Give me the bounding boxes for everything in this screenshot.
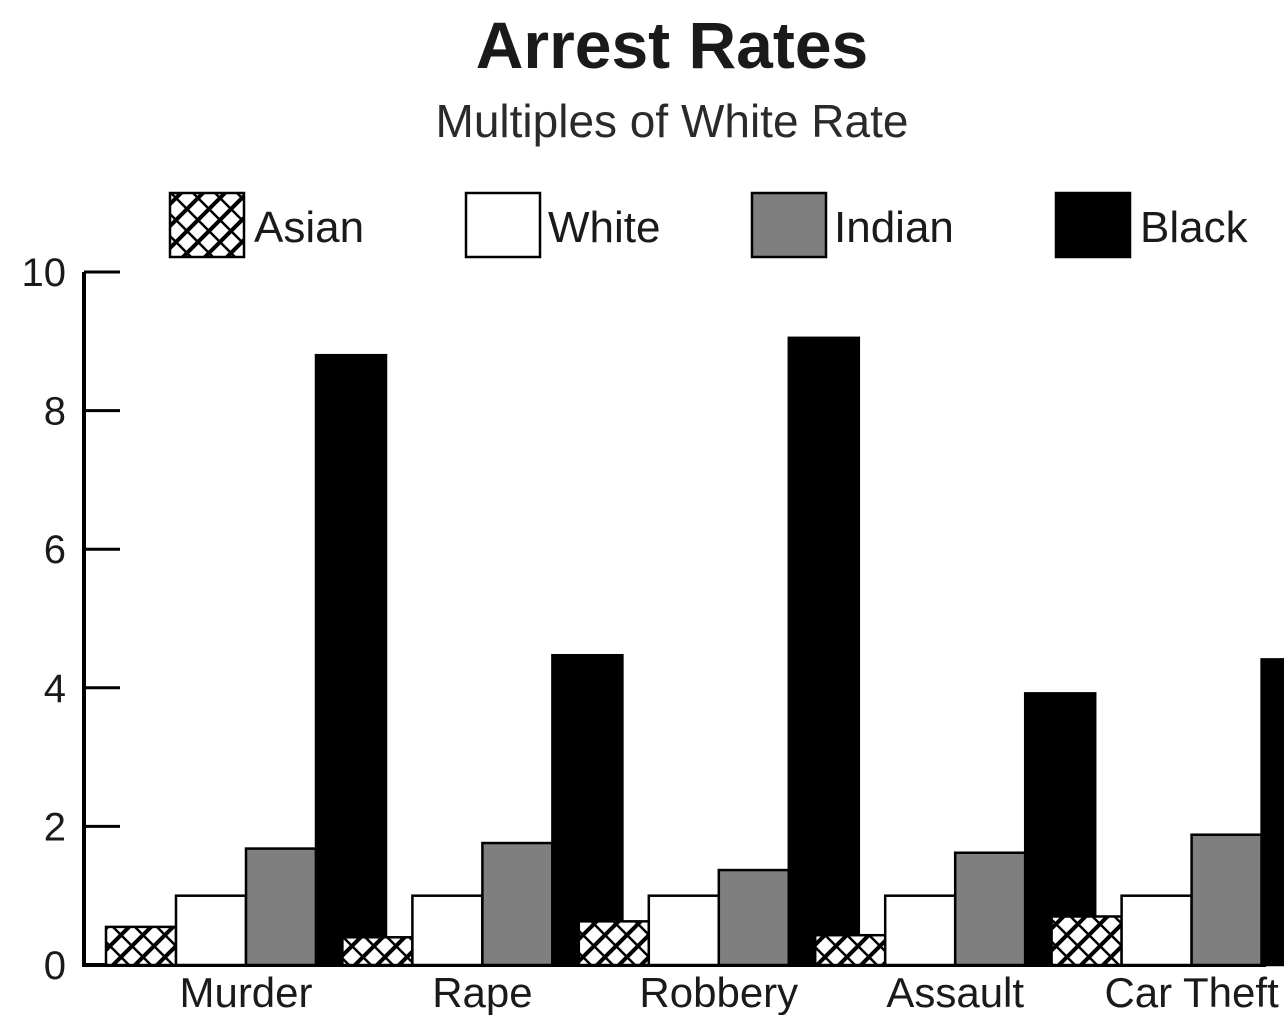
- bar-white-car-theft: [1120, 894, 1193, 967]
- legend-swatch-asian: [168, 191, 246, 259]
- x-tick-label: Assault: [886, 969, 1024, 1015]
- bar-white-robbery: [647, 894, 721, 967]
- bar-black-car-theft: [1260, 658, 1284, 967]
- bar-black-robbery: [787, 336, 861, 967]
- bar-asian-assault: [813, 933, 887, 967]
- bar-asian-murder: [104, 925, 178, 967]
- legend-label-asian: Asian: [254, 203, 364, 252]
- x-tick-label: Murder: [179, 969, 312, 1015]
- y-tick-label: 8: [44, 390, 66, 434]
- chart-title: Arrest Rates: [476, 8, 869, 82]
- legend-label-black: Black: [1140, 203, 1249, 252]
- category-labels: Murder Rape Robbery Assault Car Theft: [179, 969, 1279, 1015]
- chart-subtitle: Multiples of White Rate: [436, 95, 909, 147]
- legend-swatch-indian: [750, 191, 828, 259]
- bar-white-murder: [174, 894, 248, 967]
- legend-label-white: White: [548, 203, 660, 252]
- x-tick-label: Robbery: [639, 969, 798, 1015]
- y-tick-label: 4: [44, 667, 66, 711]
- bar-indian-rape: [481, 841, 554, 967]
- legend-swatch-white: [464, 191, 542, 259]
- bar-white-rape: [411, 894, 484, 967]
- bar-asian-robbery: [577, 920, 651, 967]
- y-tick-label: 6: [44, 528, 66, 572]
- bar-white-assault: [883, 894, 957, 967]
- bar-asian-rape: [341, 936, 414, 967]
- legend-swatch-black: [1054, 191, 1132, 259]
- bar-black-rape: [551, 653, 624, 967]
- y-tick-label: 10: [22, 251, 67, 295]
- x-tick-label: Car Theft: [1104, 969, 1279, 1015]
- y-tick-label: 0: [44, 944, 66, 988]
- legend: Asian White Indian Black: [168, 191, 1249, 259]
- y-tick-label: 2: [44, 805, 66, 849]
- legend-label-indian: Indian: [834, 203, 954, 252]
- bar-indian-car-theft: [1190, 833, 1263, 967]
- bar-asian-car-theft: [1050, 915, 1123, 967]
- bar-indian-robbery: [717, 868, 791, 967]
- bar-indian-murder: [244, 847, 318, 967]
- x-tick-label: Rape: [432, 969, 532, 1015]
- bar-black-murder: [314, 353, 388, 967]
- bar-indian-assault: [953, 851, 1027, 967]
- bars: [104, 336, 1284, 967]
